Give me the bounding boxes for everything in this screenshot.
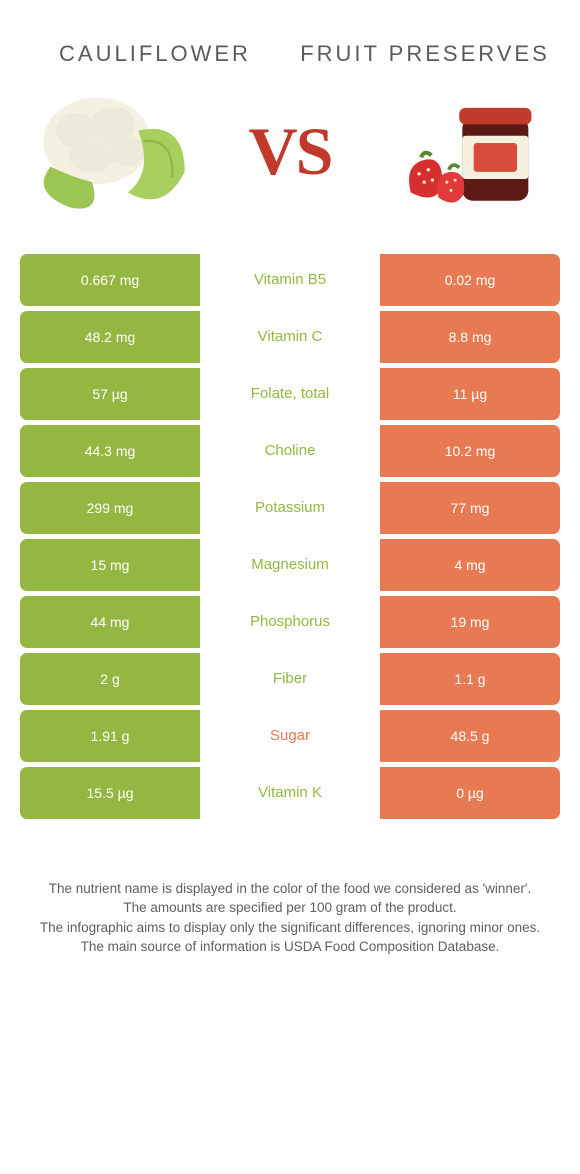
- nutrient-row: 15 mgMagnesium4 mg: [20, 539, 560, 591]
- left-value: 299 mg: [20, 482, 200, 534]
- right-value: 19 mg: [380, 596, 560, 648]
- nutrient-table: 0.667 mgVitamin B50.02 mg48.2 mgVitamin …: [20, 254, 560, 819]
- right-value: 4 mg: [380, 539, 560, 591]
- nutrient-name: Vitamin C: [200, 311, 380, 363]
- left-value: 48.2 mg: [20, 311, 200, 363]
- right-value: 0 µg: [380, 767, 560, 819]
- right-value: 48.5 g: [380, 710, 560, 762]
- nutrient-row: 15.5 µgVitamin K0 µg: [20, 767, 560, 819]
- left-value: 2 g: [20, 653, 200, 705]
- nutrient-row: 0.667 mgVitamin B50.02 mg: [20, 254, 560, 306]
- left-value: 0.667 mg: [20, 254, 200, 306]
- cauliflower-image: [30, 79, 195, 224]
- footer-line: The nutrient name is displayed in the co…: [30, 879, 550, 899]
- footer-line: The infographic aims to display only the…: [30, 918, 550, 938]
- footer-line: The main source of information is USDA F…: [30, 937, 550, 957]
- vs-label: VS: [249, 112, 332, 191]
- nutrient-name: Fiber: [200, 653, 380, 705]
- nutrient-name: Vitamin B5: [200, 254, 380, 306]
- food-right-title: Fruit preserves: [290, 40, 560, 69]
- nutrient-row: 2 gFiber1.1 g: [20, 653, 560, 705]
- left-value: 44.3 mg: [20, 425, 200, 477]
- nutrient-row: 1.91 gSugar48.5 g: [20, 710, 560, 762]
- left-value: 44 mg: [20, 596, 200, 648]
- right-value: 8.8 mg: [380, 311, 560, 363]
- nutrient-row: 44.3 mgCholine10.2 mg: [20, 425, 560, 477]
- footer-notes: The nutrient name is displayed in the co…: [0, 824, 580, 997]
- footer-line: The amounts are specified per 100 gram o…: [30, 898, 550, 918]
- left-value: 15 mg: [20, 539, 200, 591]
- nutrient-name: Folate, total: [200, 368, 380, 420]
- nutrient-row: 44 mgPhosphorus19 mg: [20, 596, 560, 648]
- nutrient-name: Potassium: [200, 482, 380, 534]
- images-row: VS: [0, 79, 580, 254]
- right-value: 11 µg: [380, 368, 560, 420]
- nutrient-row: 57 µgFolate, total11 µg: [20, 368, 560, 420]
- nutrient-name: Vitamin K: [200, 767, 380, 819]
- right-value: 77 mg: [380, 482, 560, 534]
- left-value: 57 µg: [20, 368, 200, 420]
- nutrient-name: Magnesium: [200, 539, 380, 591]
- right-value: 0.02 mg: [380, 254, 560, 306]
- nutrient-row: 48.2 mgVitamin C8.8 mg: [20, 311, 560, 363]
- nutrient-name: Sugar: [200, 710, 380, 762]
- left-value: 15.5 µg: [20, 767, 200, 819]
- right-value: 1.1 g: [380, 653, 560, 705]
- food-left-title: Cauliflower: [20, 41, 290, 67]
- nutrient-row: 299 mgPotassium77 mg: [20, 482, 560, 534]
- right-value: 10.2 mg: [380, 425, 560, 477]
- left-value: 1.91 g: [20, 710, 200, 762]
- nutrient-name: Choline: [200, 425, 380, 477]
- nutrient-name: Phosphorus: [200, 596, 380, 648]
- jam-image: [385, 79, 550, 224]
